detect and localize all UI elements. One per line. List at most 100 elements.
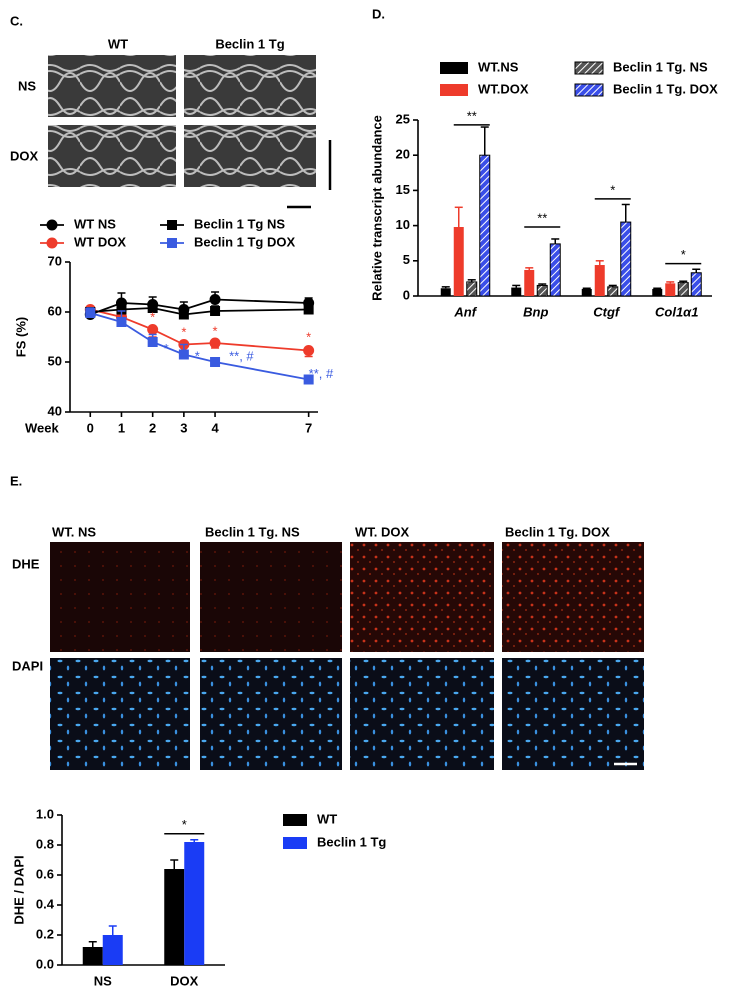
- bar: [581, 288, 592, 296]
- bar: [184, 842, 205, 965]
- y-tick-label: 25: [396, 111, 410, 126]
- significance-label: *: [610, 182, 615, 197]
- error-bar: [621, 203, 630, 223]
- error-bar: [551, 238, 560, 244]
- x-tick-label: Anf: [453, 304, 477, 319]
- y-tick-label: 0.8: [36, 836, 54, 851]
- stain-column: WT. DOX: [355, 524, 409, 539]
- marker: [303, 374, 314, 385]
- error-bar: [653, 287, 662, 290]
- legend-label: Beclin 1 Tg DOX: [194, 234, 295, 249]
- y-axis-label: FS (%): [13, 317, 28, 357]
- x-tick-label: Col1α1: [655, 304, 698, 319]
- bar: [479, 154, 491, 297]
- legend-swatch: [283, 837, 307, 849]
- legend-label: Beclin 1 Tg: [317, 834, 386, 849]
- annotation: *: [164, 341, 169, 356]
- stain-column: Beclin 1 Tg. DOX: [505, 524, 610, 539]
- dapi-image: [50, 658, 190, 770]
- error-bar: [88, 941, 97, 947]
- dapi-image: [350, 658, 494, 770]
- y-tick-label: 5: [403, 252, 410, 267]
- x-tick-label: 3: [180, 420, 187, 435]
- error-bar: [480, 126, 489, 156]
- error-bar: [170, 859, 179, 869]
- bar: [607, 286, 619, 297]
- y-tick-label: 0.4: [36, 896, 55, 911]
- legend-label: WT.DOX: [478, 81, 529, 96]
- error-bar: [595, 260, 604, 266]
- bar: [620, 221, 632, 297]
- significance-label: *: [182, 817, 187, 832]
- dapi-image: [502, 658, 644, 770]
- marker: [116, 317, 127, 327]
- stain-row: DHE: [12, 556, 40, 571]
- x-tick-label: 4: [211, 420, 219, 435]
- y-axis-label: DHE / DAPI: [11, 855, 26, 924]
- y-tick-label: 40: [48, 403, 62, 418]
- echo-image: [48, 55, 176, 117]
- error-bar: [582, 287, 591, 290]
- error-bar: [666, 281, 675, 284]
- echo-column: WT: [108, 36, 128, 51]
- y-tick-label: 0.0: [36, 956, 54, 971]
- y-tick-label: 15: [396, 182, 410, 197]
- legend-label: Beclin 1 Tg. DOX: [613, 81, 718, 96]
- dhe-image: [502, 542, 644, 652]
- stain-column: Beclin 1 Tg. NS: [205, 524, 300, 539]
- legend-swatch: [574, 61, 604, 75]
- echo-column: Beclin 1 Tg: [215, 36, 284, 51]
- series-line: [90, 312, 309, 381]
- stain-column: WT. NS: [52, 524, 96, 539]
- x-tick-label: 1: [118, 420, 125, 435]
- x-axis-label: Week: [25, 420, 59, 435]
- marker: [303, 345, 315, 356]
- legend-label: Beclin 1 Tg. NS: [613, 59, 708, 74]
- bar: [164, 869, 185, 965]
- y-tick-label: 0: [403, 287, 410, 302]
- bar: [665, 283, 676, 296]
- legend-swatch: [440, 84, 468, 96]
- error-bar: [525, 267, 534, 270]
- bar: [524, 269, 535, 296]
- bar: [511, 287, 522, 296]
- x-tick-label: 7: [305, 420, 312, 435]
- marker: [147, 303, 158, 313]
- marker: [209, 337, 221, 349]
- bar: [453, 227, 464, 296]
- marker: [147, 337, 158, 347]
- annotation: *: [306, 329, 311, 344]
- marker: [210, 357, 221, 367]
- series-line: [90, 307, 309, 316]
- error-bar: [190, 839, 199, 842]
- panel-label: C.: [10, 13, 23, 28]
- marker: [209, 294, 221, 305]
- y-tick-label: 1.0: [36, 806, 54, 821]
- bar: [690, 272, 702, 297]
- bar: [549, 243, 561, 297]
- legend-label: WT.NS: [478, 59, 519, 74]
- bar: [594, 265, 605, 296]
- bar: [677, 282, 689, 297]
- annotation: *: [150, 309, 155, 324]
- x-tick-label: Ctgf: [593, 304, 621, 319]
- legend-swatch: [574, 83, 604, 97]
- echo-row: DOX: [10, 148, 39, 163]
- x-tick-label: DOX: [170, 973, 199, 988]
- stain-row: DAPI: [12, 658, 43, 673]
- x-tick-label: 0: [87, 420, 94, 435]
- marker: [46, 237, 58, 249]
- annotation: *: [181, 324, 186, 339]
- x-tick-label: 2: [149, 420, 156, 435]
- significance-label: *: [681, 247, 686, 262]
- bar: [82, 947, 103, 965]
- marker: [167, 238, 177, 248]
- x-tick-label: NS: [94, 973, 112, 988]
- echo-image: [184, 125, 316, 187]
- y-tick-label: 10: [396, 217, 410, 232]
- marker: [147, 324, 159, 335]
- legend-swatch: [283, 814, 307, 826]
- marker: [46, 219, 58, 231]
- legend-label: WT NS: [74, 216, 116, 231]
